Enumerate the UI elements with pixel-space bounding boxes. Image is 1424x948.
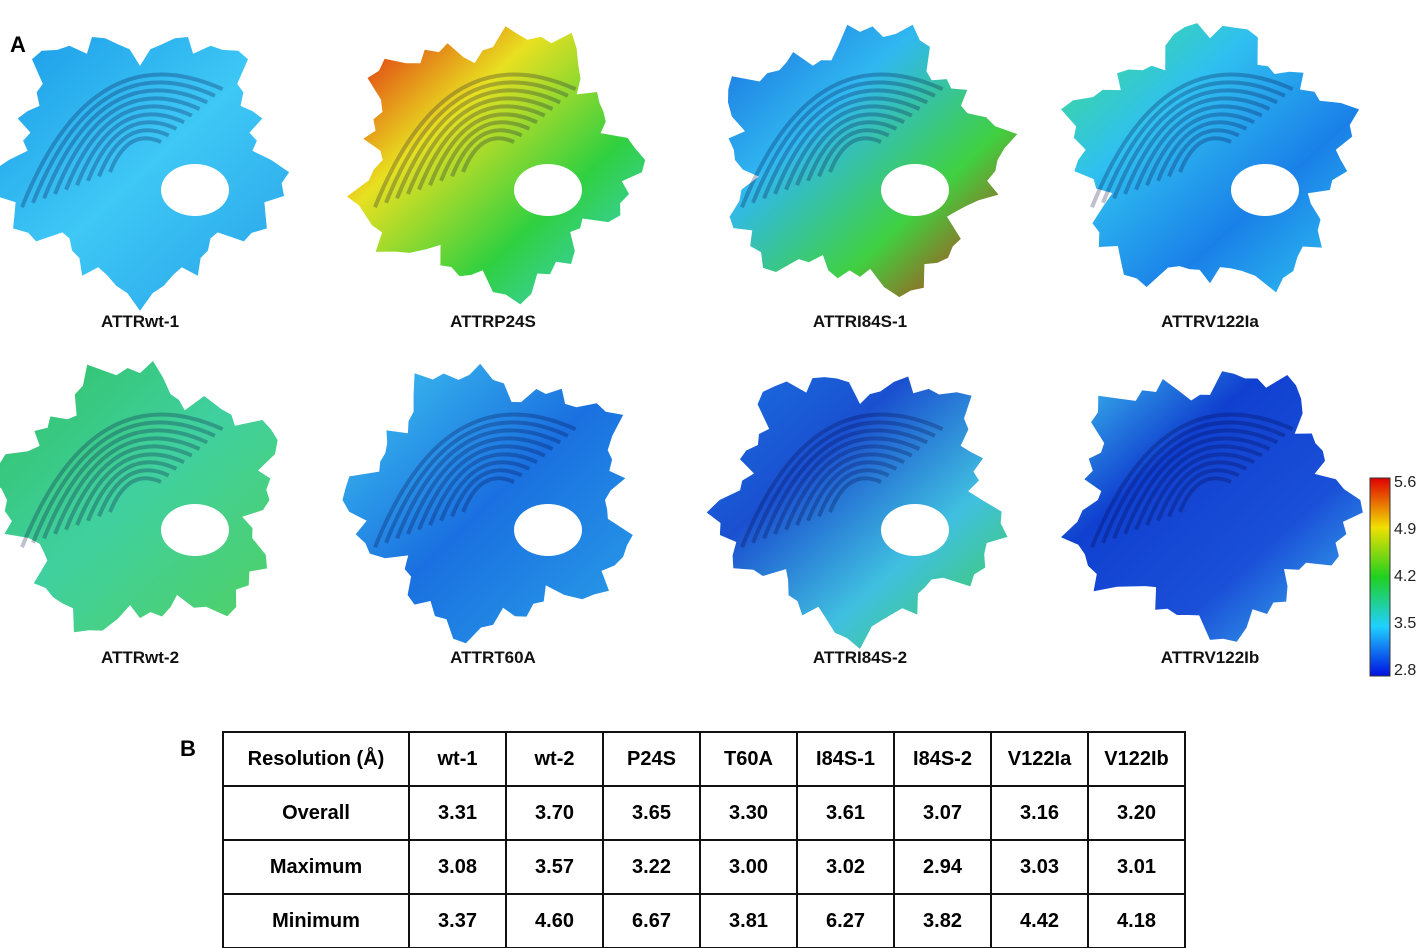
table-cell: 3.37 [409,894,506,948]
density-map [347,26,645,304]
panel-a: A ATTRwt-1 ATTRP24S ATTRI84S-1 ATTRV122Ia AT… [0,0,1424,730]
table-cell: 3.31 [409,786,506,840]
map-hole [161,504,229,556]
table-cell: I84S-2 [894,732,991,786]
panel-label: B [180,736,196,761]
map-label: ATTRI84S-1 [813,312,907,331]
map-label: ATTRP24S [450,312,536,331]
map-hole [881,164,949,216]
figure: A ATTRwt-1 ATTRP24S ATTRI84S-1 ATTRV122Ia AT… [0,0,1424,948]
colorbar-tick-label: 5.6 [1394,474,1416,491]
table-cell: Minimum [223,894,409,948]
table-cell: 3.82 [894,894,991,948]
map-label: ATTRT60A [450,648,536,667]
table-cell: 4.60 [506,894,603,948]
table-cell: 3.03 [991,840,1088,894]
table-cell: 3.08 [409,840,506,894]
table-cell: Overall [223,786,409,840]
table-cell: 3.81 [700,894,797,948]
colorbar-tick-label: 3.5 [1394,615,1416,632]
table-cell: 3.02 [797,840,894,894]
map-body [0,361,278,632]
density-map [728,25,1017,297]
table-cell: 3.20 [1088,786,1185,840]
colorbar-tick-label: 2.8 [1394,662,1416,679]
map-hole [881,504,949,556]
resolution-table: Resolution (Å)wt-1wt-2P24ST60AI84S-1I84S… [222,731,1186,948]
colorbar [1370,478,1390,676]
colorbar-tick-label: 4.2 [1394,568,1416,585]
colorbar-tick-label: 4.9 [1394,521,1416,538]
map-body [0,37,289,311]
map-hole [1231,164,1299,216]
table-cell: 3.01 [1088,840,1185,894]
density-map [343,364,633,644]
map-body [1061,23,1359,292]
table-cell: 6.67 [603,894,700,948]
density-map [1061,371,1363,642]
panel-label: A [10,32,26,57]
density-map [0,37,289,311]
table-cell: wt-2 [506,732,603,786]
table-cell: 3.70 [506,786,603,840]
table-cell: 6.27 [797,894,894,948]
table-cell: 3.30 [700,786,797,840]
map-body [343,364,633,644]
table-cell: 3.65 [603,786,700,840]
table-cell: 3.57 [506,840,603,894]
map-body [347,26,645,304]
map-hole [514,504,582,556]
table-cell: Maximum [223,840,409,894]
table-cell: 4.18 [1088,894,1185,948]
table-cell: T60A [700,732,797,786]
map-hole [161,164,229,216]
table-cell: V122Ia [991,732,1088,786]
density-map [0,361,278,632]
map-label: ATTRwt-2 [101,648,179,667]
map-body [1061,371,1363,642]
map-label: ATTRI84S-2 [813,648,907,667]
table-cell: 2.94 [894,840,991,894]
map-label: ATTRV122Ib [1161,648,1260,667]
table-cell: V122Ib [1088,732,1185,786]
table-cell: 3.07 [894,786,991,840]
density-map [1061,23,1359,292]
table-cell: 3.00 [700,840,797,894]
map-label: ATTRV122Ia [1161,312,1259,331]
table-cell: 3.22 [603,840,700,894]
table-cell: wt-1 [409,732,506,786]
table-cell: 3.61 [797,786,894,840]
table-cell: I84S-1 [797,732,894,786]
table-cell: 4.42 [991,894,1088,948]
table-cell: 3.16 [991,786,1088,840]
map-hole [514,164,582,216]
density-map [707,377,1008,650]
map-label: ATTRwt-1 [101,312,179,331]
table-cell: P24S [603,732,700,786]
table-cell: Resolution (Å) [223,732,409,786]
